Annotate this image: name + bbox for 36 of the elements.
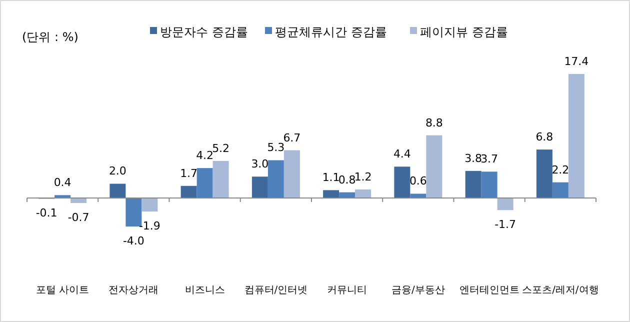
data-label: 17.4	[564, 55, 589, 68]
data-label: 1.7	[180, 166, 198, 180]
legend-label: 평균체류시간 증감률	[275, 25, 387, 39]
data-label: 8.8	[425, 116, 443, 130]
data-label: 2.0	[108, 164, 126, 178]
data-label: 1.2	[354, 170, 372, 184]
x-tick-label: 금융/부동산	[392, 285, 445, 296]
data-label: -0.1	[36, 206, 58, 220]
x-tick-label: 포털 사이트	[36, 285, 90, 296]
x-tick-label: 컴퓨터/인터넷	[244, 285, 308, 296]
data-label: 5.2	[212, 142, 230, 155]
data-label: 0.8	[338, 173, 356, 186]
data-label: -0.7	[68, 210, 90, 224]
x-tick-label: 전자상거래	[108, 285, 159, 296]
legend-label: 방문자수 증감률	[160, 25, 248, 39]
data-label: 4.2	[196, 149, 214, 162]
x-tick-label: 비즈니스	[184, 285, 225, 296]
text: (단위 : %)	[22, 30, 78, 44]
data-label: 3.8	[464, 152, 482, 165]
x-tick-label: 엔터테인먼트	[459, 285, 520, 296]
x-tick-label: 커뮤니티	[327, 285, 368, 296]
data-label: 3.0	[251, 158, 269, 171]
data-label: 4.4	[393, 148, 411, 161]
data-label: 6.7	[283, 131, 301, 144]
legend-label: 페이지뷰 증감률	[420, 25, 508, 39]
data-label: -4.0	[122, 234, 144, 248]
data-label: -1.9	[138, 220, 160, 233]
x-tick-label: 스포츠/레저/여행	[522, 285, 599, 296]
data-label: 1.1	[322, 171, 340, 184]
data-label: 5.3	[267, 141, 285, 154]
data-label: -1.7	[494, 218, 516, 232]
data-label: 3.7	[480, 152, 498, 166]
data-label: 6.8	[536, 130, 554, 144]
data-label: 2.2	[552, 163, 570, 176]
data-label: 0.6	[409, 174, 427, 188]
data-label: 0.4	[54, 176, 72, 190]
